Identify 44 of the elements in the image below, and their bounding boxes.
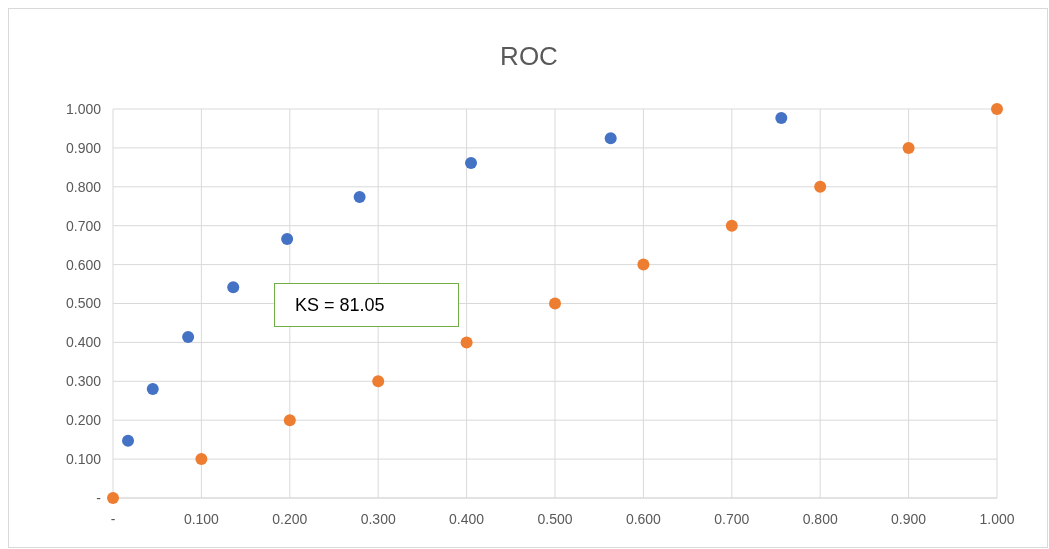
point — [604, 132, 617, 145]
point — [281, 232, 294, 245]
y-tick-label: 0.500 — [65, 295, 102, 312]
y-tick-label: 0.700 — [65, 217, 102, 234]
y-tick-label: 0.200 — [65, 412, 102, 429]
point — [991, 103, 1003, 115]
y-tick-label: 0.300 — [65, 373, 102, 390]
y-tick-label: 0.400 — [65, 334, 102, 351]
x-tick-label: 0.100 — [183, 510, 220, 527]
x-tick-label: 0.400 — [449, 510, 485, 527]
x-tick-label: 0.700 — [714, 510, 750, 527]
x-tick-label: 0.500 — [537, 510, 573, 527]
point — [775, 111, 788, 124]
point — [227, 281, 240, 294]
point — [372, 375, 385, 388]
point — [460, 336, 473, 349]
point — [549, 297, 561, 310]
y-tick-label: 0.900 — [65, 139, 102, 156]
point — [902, 141, 915, 154]
point — [465, 157, 478, 170]
x-tick-label: 0.300 — [360, 510, 396, 527]
x-tick-label: 1.000 — [979, 510, 1015, 527]
x-tick-label: 0.900 — [891, 510, 927, 527]
y-tick-label: 1.000 — [65, 100, 102, 117]
y-tick-label: 0.600 — [65, 256, 102, 273]
y-tick-label: 0.100 — [65, 451, 102, 468]
y-tick-label: 0.800 — [65, 178, 102, 195]
point — [107, 492, 119, 504]
point — [353, 190, 366, 203]
chart-title: ROC — [499, 41, 559, 72]
x-tick-label: - — [110, 510, 116, 527]
y-tick-label: - — [96, 489, 102, 506]
point — [182, 330, 195, 343]
x-tick-label: 0.800 — [802, 510, 838, 527]
point — [146, 383, 159, 396]
text-box: KS = 81.05 — [274, 283, 459, 327]
point — [122, 434, 135, 447]
point — [725, 219, 738, 232]
x-tick-label: 0.600 — [625, 510, 662, 527]
point — [195, 453, 208, 466]
point — [814, 180, 827, 193]
point — [637, 258, 650, 271]
x-tick-label: 0.200 — [272, 510, 308, 527]
point — [283, 414, 296, 427]
